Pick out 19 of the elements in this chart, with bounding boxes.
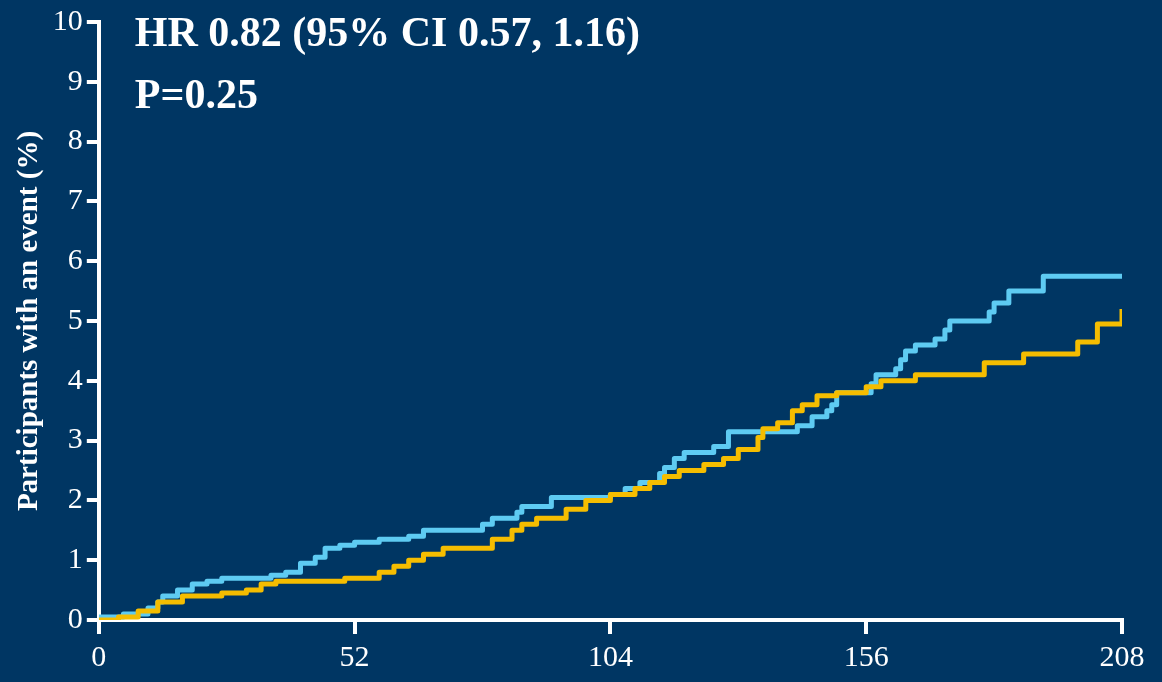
y-tick-label: 3 xyxy=(67,421,83,455)
y-tick-label: 2 xyxy=(67,481,83,515)
y-tick-label: 7 xyxy=(67,182,83,216)
x-tick-label: 104 xyxy=(587,638,633,672)
annotation: HR 0.82 (95% CI 0.57, 1.16) xyxy=(134,8,640,56)
y-tick-label: 6 xyxy=(67,242,83,276)
x-tick-label: 208 xyxy=(1099,638,1145,672)
y-tick-label: 0 xyxy=(67,600,83,634)
x-tick-label: 52 xyxy=(339,638,370,672)
y-tick-label: 8 xyxy=(67,122,83,156)
annotation: P=0.25 xyxy=(134,70,258,117)
y-tick-label: 1 xyxy=(67,541,83,575)
y-tick-label: 4 xyxy=(67,361,83,395)
x-tick-label: 156 xyxy=(843,638,889,672)
y-tick-label: 9 xyxy=(67,62,83,96)
y-axis-title: Participants with an event (%) xyxy=(10,130,44,512)
y-tick-label: 5 xyxy=(67,301,83,335)
y-tick-label: 10 xyxy=(52,2,83,36)
x-tick-label: 0 xyxy=(91,638,107,672)
